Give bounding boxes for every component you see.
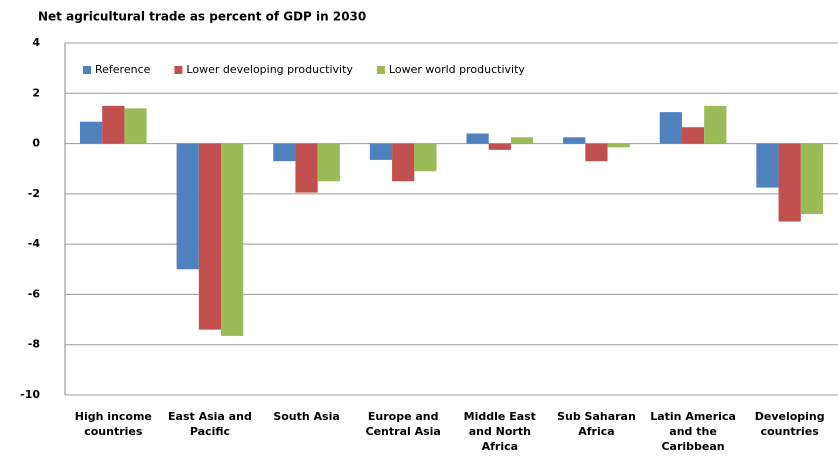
bar <box>681 127 705 144</box>
x-tick-label: Middle East and North Africa <box>463 410 536 453</box>
x-tick-label: High income countries <box>74 410 152 438</box>
bar <box>317 143 340 182</box>
bar <box>756 143 779 188</box>
y-tick-label: 2 <box>32 86 40 99</box>
legend-swatch <box>174 66 183 74</box>
bar <box>198 143 222 330</box>
y-tick-label: 4 <box>32 36 40 49</box>
bar <box>778 143 801 222</box>
bar <box>510 137 534 144</box>
x-tick-label: South Asia <box>273 410 340 423</box>
bar <box>176 143 199 270</box>
y-tick-label: 0 <box>32 137 40 150</box>
y-tick-label: -8 <box>28 338 40 351</box>
legend-swatch <box>376 66 385 74</box>
bar <box>466 133 489 144</box>
bar <box>295 143 318 193</box>
bar <box>369 143 393 160</box>
legend-label: Reference <box>95 63 151 76</box>
legend-label: Lower developing productivity <box>186 63 353 76</box>
bar <box>585 143 608 162</box>
y-tick-label: -4 <box>28 237 41 250</box>
bar <box>392 143 415 182</box>
legend-swatch <box>83 66 91 74</box>
chart-title: Net agricultural trade as percent of GDP… <box>38 10 366 24</box>
bar <box>800 143 824 214</box>
bar <box>102 105 125 144</box>
legend-label: Lower world productivity <box>389 63 525 76</box>
y-tick-label: -2 <box>28 187 40 200</box>
x-tick-label: Sub Saharan Africa <box>557 410 636 438</box>
bar <box>221 143 244 336</box>
bar <box>659 112 682 144</box>
bar <box>563 137 586 144</box>
x-tick-label: Europe and Central Asia <box>365 410 441 438</box>
bar <box>704 105 727 144</box>
bar <box>488 143 511 150</box>
x-tick-label: Developing countries <box>754 410 825 438</box>
bar <box>414 143 437 172</box>
y-tick-label: -10 <box>20 388 40 401</box>
bar <box>273 143 296 162</box>
bar <box>124 108 147 144</box>
bar <box>607 143 630 148</box>
bar <box>79 121 103 144</box>
x-tick-label: Latin America and the Caribbean <box>650 410 736 453</box>
x-tick-label: East Asia and Pacific <box>168 410 252 438</box>
y-tick-label: -6 <box>28 287 41 300</box>
